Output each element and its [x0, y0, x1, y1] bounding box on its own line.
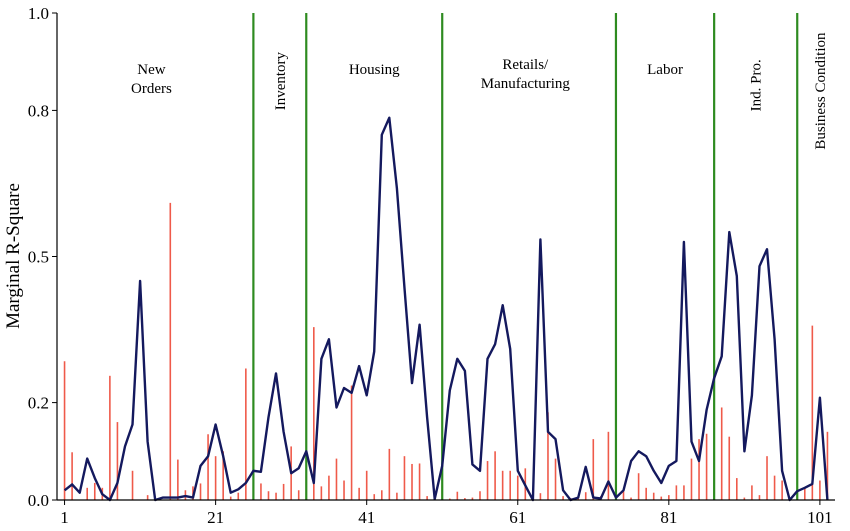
y-tick-label: 0.8: [28, 101, 49, 120]
group-label: Ind. Pro.: [749, 59, 765, 111]
series-line: [63, 116, 829, 502]
group-label: Business Condition: [813, 32, 829, 150]
dividers-layer: [252, 13, 799, 500]
y-tick-label: 0.5: [28, 248, 49, 267]
y-tick-label: 0.2: [28, 394, 49, 413]
x-tick-label: 61: [509, 508, 526, 527]
x-tick-label: 81: [660, 508, 677, 527]
x-tick-label: 1: [60, 508, 69, 527]
x-tick-label: 41: [358, 508, 375, 527]
y-axis-title: Marginal R-Square: [3, 183, 24, 329]
group-label: Retails/Manufacturing: [481, 57, 571, 92]
y-tick-label: 0.0: [28, 491, 49, 510]
group-label: New Orders: [131, 62, 172, 97]
y-tick-label: 1.0: [28, 4, 49, 23]
x-tick-label: 101: [807, 508, 833, 527]
ticks-layer: 0.0 0.2 0.5 0.8 1.0 1 21 41 61 81 101: [28, 4, 833, 527]
group-label: Housing: [349, 62, 400, 78]
x-tick-label: 21: [207, 508, 224, 527]
group-label: Labor: [647, 62, 683, 78]
bars-layer: [63, 202, 829, 500]
group-labels-layer: New Orders Inventory Housing Retails/Manufac…: [131, 32, 829, 150]
group-label: Inventory: [273, 51, 289, 110]
